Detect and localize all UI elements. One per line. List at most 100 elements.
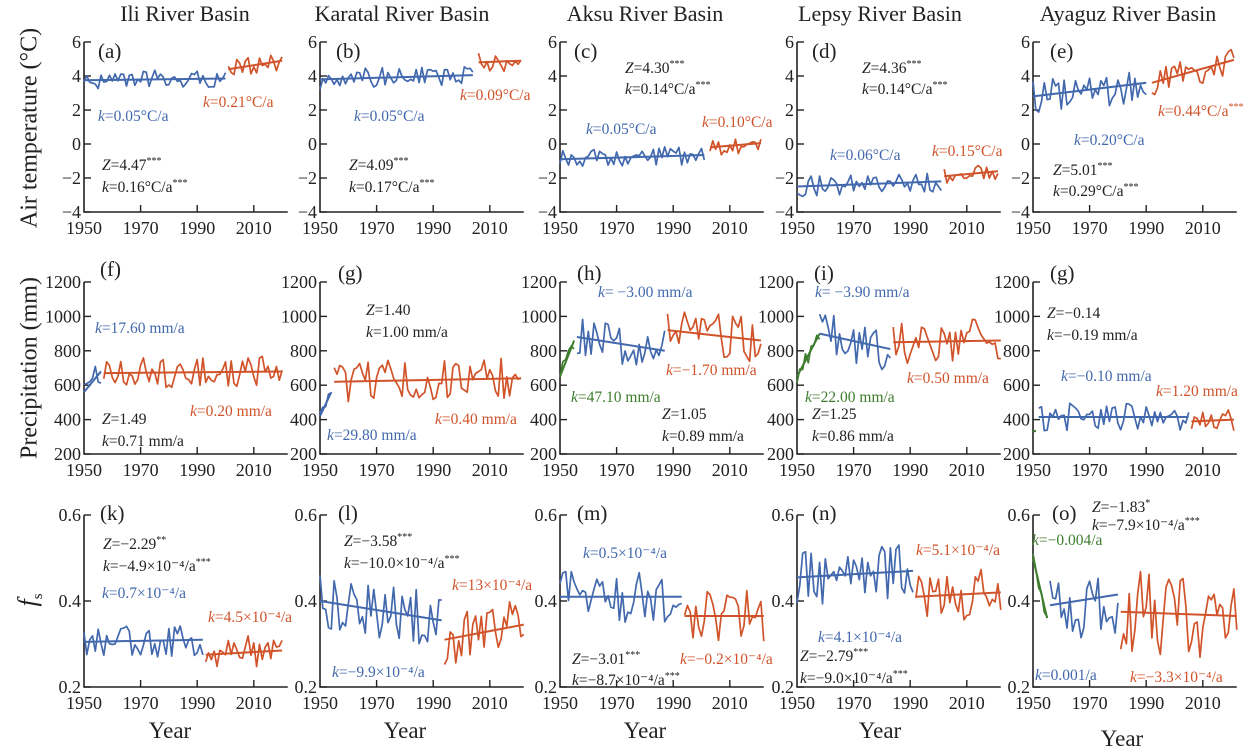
annotation-var: k [102,433,110,450]
annotation-value: =22.00 mm/a [812,389,895,406]
annotation-value: =0.5×10⁻⁴/a [590,545,667,562]
green-trend-line [1032,557,1049,619]
annotation-significance: *** [397,532,412,543]
annotation-value: =0.06°C/a [837,147,901,164]
annotation-red: k=−0.2×10⁻⁴/a [680,651,773,668]
annotation-red: k=1.20 mm/a [1156,383,1238,400]
annotation-value: = −3.90 mm/a [822,284,910,301]
red-trend-line [444,623,524,641]
annotation-black: Z=−3.58*** [344,532,412,550]
x-tick-label: 1950 [1015,460,1051,480]
y-tick-label: 400 [54,410,81,430]
annotation-value: =47.10 mm/a [578,389,661,406]
x-tick-label: 1990 [655,218,691,238]
annotation-significance: ** [156,535,166,546]
annotation-value: =0.05°C/a [361,108,425,125]
y-tick-label: 6 [72,32,81,52]
annotation-black: k=0.89 mm/a [662,428,744,445]
annotation-var: k [805,389,813,406]
annotation-red: k=0.40 mm/a [435,411,517,428]
annotation-var: Z [662,406,671,423]
x-tick-label: 1950 [66,693,102,713]
annotation-value: =1.40 [375,302,411,319]
annotation-var: k [702,114,710,131]
x-tick-label: 1950 [542,460,578,480]
y-tick-label: −4 [775,202,794,222]
annotation-blue: k=29.80 mm/a [327,427,417,444]
annotation-var: k [815,284,823,301]
x-tick-label: 1990 [179,218,215,238]
annotation-significance: *** [893,669,908,680]
red-trend-line [334,377,521,383]
x-tick-label: 1950 [542,693,578,713]
annotation-var: k [327,427,335,444]
x-tick-label: 2010 [949,693,985,713]
x-tick-label: 1950 [779,460,815,480]
annotation-black: Z=−2.79*** [800,647,868,665]
annotation-var: k [1032,532,1040,549]
y-tick-label: 0 [548,134,557,154]
y-tick-label: 2 [1021,100,1030,120]
blue-trend-line [319,391,333,417]
x-tick-label: 1990 [1128,693,1164,713]
annotation-var: k [907,370,915,387]
y-tick-label: 1000 [45,306,81,326]
x-tick-label: 2010 [949,218,985,238]
blue-trend-line [796,569,914,579]
red-series-line [227,54,283,76]
annotation-value: =−0.004/a [1039,532,1103,549]
annotation-value: =0.50 mm/a [914,370,989,387]
y-tick-label: −4 [298,202,317,222]
annotation-value: =−9.9×10⁻⁴/a [339,664,425,681]
annotation-value: =−3.3×10⁻⁴/a [1137,669,1223,686]
annotation-var: k [625,81,633,98]
blue-trend-line [819,332,891,351]
y-tick-label: −2 [298,168,317,188]
annotation-var: k [1156,383,1164,400]
y-tick-label: 200 [290,444,317,464]
xlabel-year-3: Year [623,718,667,743]
panel-label: (k) [100,501,125,525]
red-trend-line [103,370,283,375]
x-tick-label: 2010 [236,460,272,480]
red-series-line [683,589,765,642]
x-tick-label: 1990 [892,693,928,713]
column-title-ili: Ili River Basin [120,1,250,26]
annotation-var: Z [366,302,375,319]
y-tick-label: −4 [1011,202,1030,222]
y-tick-label: −2 [775,168,794,188]
red-series-line [709,138,762,156]
red-series-line [477,52,522,73]
annotation-value: =−2.29 [112,536,157,553]
annotation-value: =−3.01 [581,651,626,668]
y-tick-label: 600 [530,375,557,395]
y-tick-label: 0.6 [59,505,82,525]
annotation-var: k [862,81,870,98]
y-tick-label: 0 [1021,134,1030,154]
annotation-value: =0.16°C/a [109,179,173,196]
y-tick-label: 0.2 [295,677,318,697]
blue-series-line [1038,402,1190,432]
annotation-var: k [1047,327,1055,344]
annotation-green: k=−0.004/a [1032,532,1103,549]
annotation-var: k [666,362,674,379]
annotation-var: Z [1053,162,1062,179]
annotation-value: =0.17°C/a [356,179,420,196]
annotation-var: k [1053,183,1061,200]
annotation-black: k=−10.0×10⁻⁴/a*** [344,554,460,572]
annotation-value: =0.71 mm/a [109,433,184,450]
annotation-significance: *** [670,59,685,70]
y-tick-label: 600 [767,375,794,395]
y-tick-label: 2 [308,100,317,120]
annotation-value: =−4.9×10⁻⁴/a [110,558,196,575]
annotation-value: =1.05 [671,406,707,423]
annotation-var: k [932,143,940,160]
annotation-red: k=0.10°C/a [702,114,773,131]
y-tick-label: 0.2 [535,677,558,697]
annotation-black: Z=−1.83* [1092,498,1150,516]
y-tick-label: 1000 [758,306,794,326]
x-tick-label: 1970 [1072,218,1108,238]
